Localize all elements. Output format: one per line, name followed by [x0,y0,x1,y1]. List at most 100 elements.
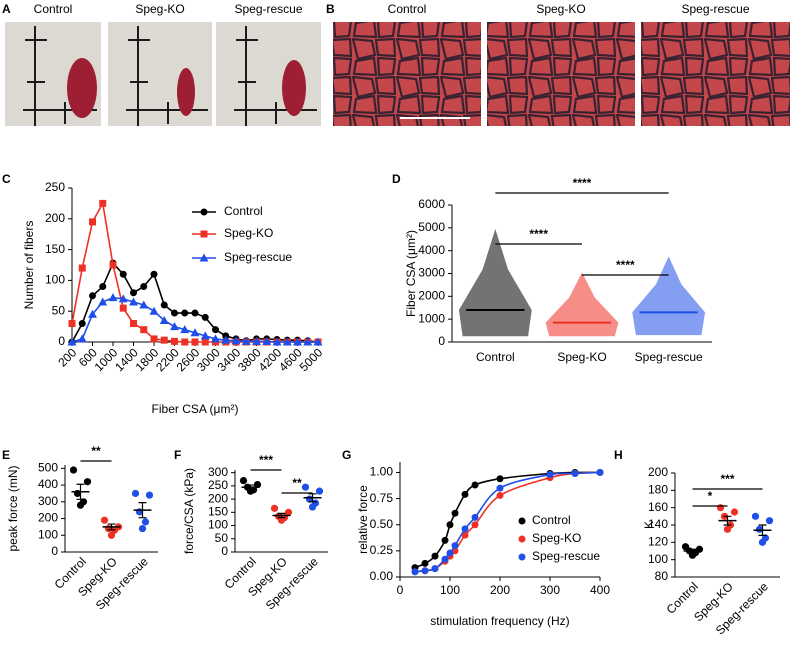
data-point [272,337,282,346]
data-point [160,336,168,344]
panel-letter: G [342,448,351,462]
data-point [140,283,148,291]
data-point [181,309,189,317]
y-tick-label: 0.00 [370,569,394,583]
data-point [313,337,323,346]
y-tick-label: 80 [655,569,669,583]
data-point [201,338,209,346]
photo-caption: Speg-KO [135,2,184,16]
data-point [277,516,286,524]
y-tick-label: 200 [45,211,65,225]
data-point [421,567,429,575]
data-point [461,525,469,533]
data-point [596,468,604,476]
data-point [441,536,449,544]
y-tick-label: 50 [215,531,229,545]
y-axis-label: peak force (mN) [6,465,20,551]
muscle [67,58,97,118]
data-point [141,518,150,526]
data-point [461,531,469,539]
y-tick-label: 250 [45,180,65,194]
x-tick-label: Control [476,350,515,364]
data-point [315,487,324,495]
data-point [431,565,439,573]
y-tick-label: 300 [208,465,228,479]
data-point [190,328,200,337]
data-point [200,331,210,340]
data-point [221,335,231,344]
y-tick-label: 150 [45,242,65,256]
y-tick-label: 0.75 [370,491,394,505]
photo-caption: Control [34,2,73,16]
data-point [129,297,138,306]
data-point [88,309,97,318]
distribution [458,228,532,337]
x-tick-label: Speg-KO [557,350,606,364]
x-axis-label: stimulation frequency (Hz) [430,614,569,628]
significance-label: *** [720,472,734,486]
y-axis-label: relative force [356,485,370,554]
data-point [191,338,199,346]
data-point [446,549,454,557]
data-point [211,334,220,343]
distribution [545,272,619,337]
data-point [471,513,479,521]
data-point [688,551,697,559]
y-tick-label: 0 [58,334,65,348]
y-tick-label: 0.50 [370,517,394,531]
x-tick-label: 0 [397,583,404,597]
data-point [241,336,251,345]
error-bar [246,484,255,490]
data-point [253,480,262,489]
data-point [284,508,293,516]
data-point [67,337,77,346]
legend-marker [518,553,526,561]
significance-label: ** [292,476,302,490]
y-tick-label: 6000 [418,197,445,211]
y-tick-label: 120 [648,535,668,549]
panel-letter: B [326,2,335,16]
data-point [301,483,310,491]
error-bar [76,483,85,500]
y-tick-label: 1000 [418,311,445,325]
data-point [89,218,96,226]
data-point [451,542,459,550]
data-point [441,555,449,563]
data-point [252,336,261,345]
x-tick-label: 300 [540,583,560,597]
y-tick-label: 50 [52,303,66,317]
data-point [239,476,248,485]
y-tick-label: 250 [208,478,228,492]
x-tick-label: Speg-rescue [635,350,703,364]
data-point [431,552,439,560]
data-point [270,504,279,512]
data-point [471,521,479,529]
x-tick-label: 100 [440,583,460,597]
y-tick-label: 1.00 [370,465,394,479]
significance-label: **** [616,258,635,272]
y-tick-label: 5000 [418,220,445,234]
error-bar [138,502,147,519]
ruler [234,26,317,126]
data-point [160,301,168,309]
micrograph [487,22,635,126]
y-axis-label: Number of fibers [22,221,36,310]
data-point [461,490,469,498]
data-point [716,504,725,512]
data-point [149,306,159,315]
error-bar [758,524,767,536]
data-point [765,517,774,525]
data-point [108,293,118,302]
y-tick-label: 2000 [418,289,445,303]
significance-label: **** [529,227,548,241]
data-point [119,304,127,312]
data-point [171,309,178,317]
micrograph [641,22,790,126]
y-axis-label: Fiber CSA (μm²) [404,230,418,317]
data-point [138,524,147,533]
significance-label: * [708,489,713,503]
panel-letter: E [2,448,10,462]
data-point [99,199,107,207]
